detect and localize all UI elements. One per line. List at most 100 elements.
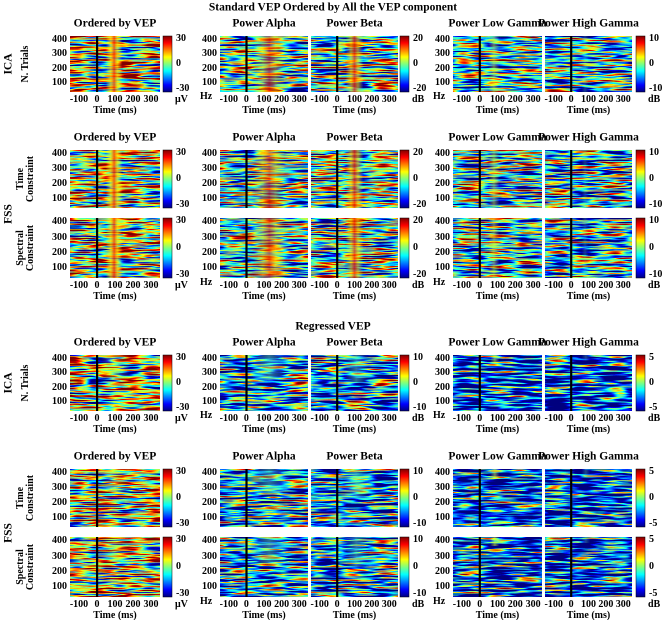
x-axis-label: Time (ms) (566, 610, 611, 620)
stimulus-onset (96, 218, 99, 278)
x-axis-label: Time (ms) (332, 424, 377, 435)
x-axis-label: Time (ms) (566, 424, 611, 435)
panel-title: Power Low Gamma (448, 450, 547, 463)
x-tick-label: 0 (334, 280, 340, 291)
panel-title: Ordered by VEP (73, 336, 157, 349)
activity-band (581, 36, 589, 92)
y-tick-label: 400 (52, 148, 67, 160)
colorbar-unit: dB (648, 413, 661, 424)
x-tick-label: 0 (94, 94, 100, 105)
x-tick-label: 100 (347, 599, 362, 610)
colorbar-tick-label: 0 (649, 58, 654, 69)
colorbar-tick-label: 0 (176, 561, 181, 572)
colorbar (635, 35, 646, 93)
y-tick-label: 400 (202, 352, 217, 364)
colorbar-unit: μV (175, 599, 188, 610)
colorbar (399, 468, 410, 528)
colorbar-tick-label: 0 (176, 173, 181, 184)
x-axis-label: Time (ms) (332, 291, 377, 302)
activity-band (100, 537, 130, 561)
y-tick-label: 400 (202, 216, 217, 228)
y-tick-label: 100 (435, 262, 450, 274)
x-tick-label: 300 (615, 599, 631, 610)
x-tick-label: 100 (107, 280, 123, 291)
x-tick-label: 300 (291, 599, 307, 610)
x-tick-label: 300 (291, 280, 307, 291)
activity-band (345, 150, 364, 208)
colorbar-tick-label: 30 (176, 33, 186, 44)
x-tick-label: 0 (477, 599, 483, 610)
stimulus-onset (336, 469, 339, 527)
activity-band (249, 537, 289, 564)
y-tick-label: 200 (52, 177, 67, 189)
x-tick-label: 0 (477, 413, 483, 424)
colorbar (635, 149, 646, 209)
colorbar-tick-label: -20 (413, 83, 427, 94)
colorbar-tick-label: -30 (176, 518, 190, 529)
stimulus-onset (570, 537, 573, 597)
x-tick-label: 300 (381, 94, 397, 105)
x-tick-label: 300 (291, 94, 307, 105)
activity-band (581, 150, 589, 208)
activity-band (253, 36, 286, 92)
x-tick-label: -100 (452, 413, 472, 424)
x-tick-label: 200 (274, 413, 290, 424)
colorbar-tick-label: 0 (413, 561, 418, 572)
y-tick-label: 300 (52, 481, 67, 493)
colorbar-unit: μV (175, 94, 188, 105)
colorbar-tick-label: 5 (649, 352, 654, 363)
x-tick-label: 100 (107, 599, 123, 610)
x-tick-label: 0 (94, 413, 100, 424)
y-tick-label: 200 (52, 62, 67, 74)
activity-band (581, 469, 591, 475)
x-tick-label: 0 (94, 280, 100, 291)
colorbar-tick-label: -10 (413, 588, 427, 599)
x-axis-label: Time (ms) (332, 105, 377, 116)
stimulus-onset (336, 36, 339, 92)
x-tick-label: 100 (347, 413, 362, 424)
colorbar-tick-label: 20 (413, 33, 423, 44)
stimulus-onset (478, 218, 481, 278)
stimulus-onset (570, 355, 573, 411)
colorbar-unit: μV (175, 280, 188, 291)
y-tick-label: 200 (435, 496, 450, 508)
colorbar-tick-label: 0 (649, 173, 654, 184)
x-tick-label: -100 (219, 413, 238, 424)
colorbar-tick-label: 10 (413, 352, 423, 363)
x-axis-label: Time (ms) (332, 610, 377, 620)
x-tick-label: 300 (381, 280, 397, 291)
x-tick-label: 0 (243, 413, 249, 424)
x-tick-label: 100 (581, 280, 596, 291)
y-tick-label: 400 (52, 33, 67, 45)
activity-band (581, 537, 591, 543)
y-tick-label: 300 (202, 162, 217, 174)
y-tick-label: 300 (52, 231, 67, 243)
x-axis-label: Time (ms) (93, 105, 137, 116)
colorbar-tick-label: 10 (649, 33, 659, 44)
x-tick-label: 200 (507, 94, 523, 105)
colorbar (399, 35, 410, 93)
y-tick-label: 300 (435, 367, 450, 379)
activity-band (106, 218, 123, 278)
y-tick-label: 400 (435, 535, 450, 547)
x-tick-label: -100 (544, 94, 563, 105)
colorbar-tick-label: -10 (649, 83, 663, 94)
activity-band (344, 537, 369, 567)
colorbar-unit: dB (648, 94, 661, 105)
x-tick-label: 0 (243, 599, 249, 610)
stimulus-onset (245, 218, 248, 278)
row-label: N. Trials (20, 45, 31, 83)
y-tick-label: 100 (435, 581, 450, 593)
x-axis-label: Time (ms) (475, 610, 520, 620)
stimulus-onset (96, 150, 99, 208)
y-unit-label: Hz (200, 277, 213, 288)
colorbar-tick-label: 10 (649, 147, 659, 158)
panel-title: Ordered by VEP (73, 131, 157, 144)
colorbar-tick-label: 30 (176, 352, 186, 363)
y-tick-label: 400 (435, 352, 450, 364)
stimulus-onset (336, 218, 339, 278)
y-tick-label: 100 (435, 396, 450, 408)
x-tick-label: 0 (334, 599, 340, 610)
x-tick-label: 100 (581, 413, 596, 424)
